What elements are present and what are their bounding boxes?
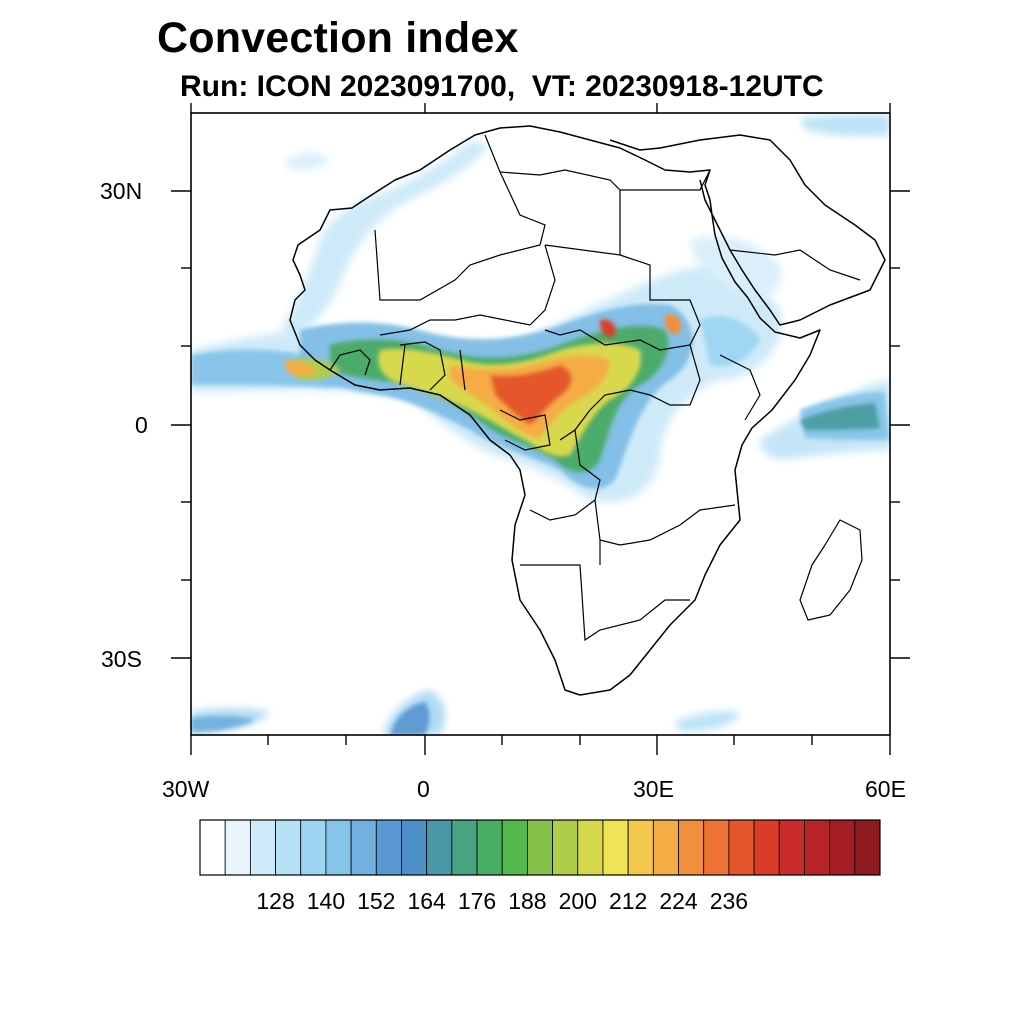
colorbar-swatch: [527, 819, 553, 876]
convection-field: [191, 114, 890, 735]
colorbar-tick-label: 140: [306, 888, 346, 914]
colorbar-swatch: [350, 819, 377, 876]
colorbar-tick-label: 236: [709, 888, 749, 914]
colorbar-swatch: [728, 819, 755, 876]
colorbar-swatch: [627, 819, 654, 876]
colorbar-tick-label: 152: [357, 888, 396, 914]
colorbar-swatch: [778, 819, 805, 876]
colorbar: [199, 819, 881, 876]
lat-label-0: 0: [135, 412, 148, 438]
colorbar-swatch: [602, 819, 629, 876]
colorbar-tick-label: 200: [558, 888, 597, 914]
colorbar-swatch: [577, 819, 604, 876]
colorbar-swatch: [426, 819, 453, 876]
colorbar-swatch: [678, 819, 705, 876]
colorbar-swatch: [753, 819, 780, 876]
colorbar-swatch: [652, 819, 679, 876]
colorbar-swatch: [325, 819, 352, 876]
colorbar-tick-label: 128: [256, 888, 295, 914]
colorbar-tick-label: 212: [608, 888, 648, 914]
colorbar-swatch: [804, 819, 831, 876]
colorbar-swatch: [275, 819, 302, 876]
colorbar-swatch: [300, 819, 327, 876]
colorbar-frame: [199, 819, 881, 876]
colorbar-swatch: [451, 819, 478, 876]
colorbar-swatch: [829, 819, 856, 876]
colorbar-tick-label: 224: [659, 888, 698, 914]
colorbar-swatch: [501, 819, 528, 876]
colorbar-tick-label: 164: [407, 888, 446, 914]
chart-subtitle: Run: ICON 2023091700, VT: 20230918-12UTC: [180, 70, 824, 103]
colorbar-tick-label: 188: [508, 888, 547, 914]
colorbar-swatch: [375, 819, 402, 876]
lon-label-30e: 30E: [633, 776, 674, 802]
map-frame: [190, 112, 891, 736]
country-borders: [329, 134, 861, 642]
map-ticks: [171, 103, 910, 755]
colorbar-swatch: [552, 819, 579, 876]
lon-label-30w: 30W: [162, 776, 210, 802]
colorbar-swatch: [199, 819, 226, 876]
colorbar-swatch: [249, 819, 276, 876]
colorbar-swatch: [703, 819, 730, 876]
colorbar-swatch: [854, 819, 881, 876]
chart-title: Convection index: [157, 14, 519, 62]
lon-label-0: 0: [417, 776, 430, 802]
lat-label-30s: 30S: [101, 646, 142, 672]
lat-label-30n: 30N: [100, 178, 143, 204]
colorbar-swatch: [476, 819, 503, 876]
colorbar-swatch: [401, 819, 428, 876]
colorbar-tick-label: 176: [457, 888, 497, 914]
coastlines: [289, 125, 886, 696]
colorbar-swatch: [224, 819, 251, 876]
lon-label-60e: 60E: [865, 776, 906, 802]
